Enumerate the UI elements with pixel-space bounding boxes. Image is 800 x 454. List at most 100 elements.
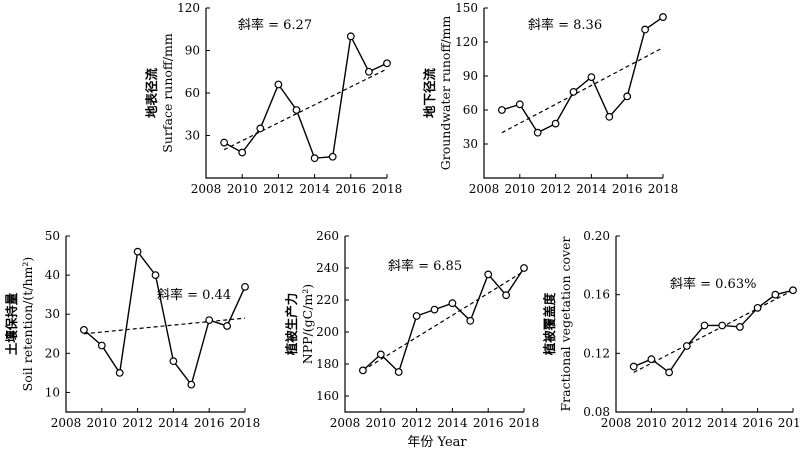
- data-point: [292, 106, 301, 114]
- x-tick-label: 2016: [473, 416, 504, 430]
- y-tick-label: 200: [316, 325, 339, 339]
- x-tick-label: 2012: [672, 416, 703, 430]
- data-point: [365, 67, 373, 76]
- data-point: [515, 100, 524, 109]
- x-tick-label: 2014: [707, 416, 738, 430]
- x-tick-label: 2008: [51, 416, 82, 430]
- y-tick-label: 220: [316, 293, 339, 307]
- chart-soil-retention: 2008 2010 2012 2014 2016 2018 10 20 30 40 50 土壤保持量S…: [4, 229, 260, 430]
- data-point: [346, 32, 355, 41]
- x-tick-label: 2010: [87, 416, 118, 430]
- data-point: [587, 73, 596, 82]
- y-tick-label: 40: [45, 268, 60, 282]
- axis-lines: [205, 8, 387, 179]
- data-point: [700, 321, 709, 330]
- series-line: [501, 16, 664, 134]
- x-tick-label: 2012: [401, 416, 432, 430]
- y-tick-label: 90: [185, 44, 200, 58]
- data-point: [448, 299, 457, 308]
- data-point: [665, 368, 673, 377]
- x-tick-label: 2012: [540, 182, 571, 196]
- trend-line: [362, 270, 525, 371]
- data-point: [641, 25, 649, 34]
- y-axis-label: 地表径流Surface runoff/mm: [144, 33, 175, 153]
- slope-annotation: 斜率 = 0.63%: [670, 276, 756, 292]
- data-point: [789, 286, 797, 295]
- y-tick-label: 0.16: [583, 288, 610, 302]
- y-tick-label: 240: [316, 261, 339, 275]
- y-axis-label-en: Fractional vegetation cover: [558, 236, 573, 411]
- x-tick-label: 2014: [576, 182, 607, 196]
- x-tick-label: 2008: [330, 416, 361, 430]
- data-point: [220, 138, 229, 147]
- y-axis-label: 土壤保持量Soil retention/(t/hm²): [4, 257, 35, 392]
- y-tick-label: 0.20: [583, 229, 610, 243]
- data-point: [115, 368, 124, 377]
- x-tick-label: 2014: [437, 416, 468, 430]
- data-point: [682, 342, 691, 350]
- data-point: [498, 106, 506, 114]
- y-tick-label: 0.12: [583, 346, 610, 360]
- chart-groundwater-runoff: 2008 2010 2012 2014 2016 2018306090120150地下径流…: [422, 1, 678, 196]
- trend-line: [83, 317, 246, 335]
- data-point: [533, 128, 542, 137]
- data-point: [647, 355, 656, 364]
- y-tick-label: 150: [455, 1, 478, 15]
- data-point: [605, 112, 614, 121]
- slope-annotation: 斜率 = 8.36: [528, 17, 602, 33]
- x-tick-label: 2014: [158, 416, 189, 430]
- data-point: [223, 322, 232, 330]
- data-point: [623, 92, 632, 101]
- data-point: [256, 124, 265, 133]
- data-point: [551, 119, 560, 128]
- x-tick-label: 2008: [469, 182, 500, 196]
- y-tick-label: 50: [45, 229, 60, 243]
- data-point: [205, 316, 214, 324]
- x-tick-label: 2016: [612, 182, 643, 196]
- chart-fractional-vegetation-cover: 2008 2010 2012 2014 2016 2018 0.08 0.12 0.16 0.20…: [542, 229, 800, 430]
- data-point: [187, 380, 196, 389]
- y-tick-label: 90: [463, 69, 478, 83]
- y-axis-label-en: NPP/(gC/m²): [300, 284, 315, 364]
- data-point: [133, 247, 142, 256]
- data-point: [412, 312, 421, 320]
- data-point: [169, 357, 178, 366]
- data-point: [502, 291, 511, 300]
- data-point: [569, 87, 578, 96]
- x-tick-label: 2018: [648, 182, 679, 196]
- x-tick-label: 2016: [194, 416, 225, 430]
- slope-annotation: 斜率 = 0.44: [157, 287, 231, 303]
- data-point: [383, 59, 391, 68]
- y-axis-label: 植被生产力NPP/(gC/m²): [284, 284, 315, 364]
- data-point: [151, 271, 160, 280]
- y-tick-label: 160: [316, 389, 339, 403]
- chart-surface-runoff: 2008 2010 2012 2014 2016 2018 30 60 90 120 地表径流Sur…: [144, 1, 402, 196]
- x-tick-label: 2010: [636, 416, 667, 430]
- series-line: [362, 267, 525, 374]
- y-axis-label-cn: 植被覆盖度: [542, 292, 557, 356]
- x-tick-label: 2018: [509, 416, 540, 430]
- y-tick-label: 20: [45, 346, 60, 360]
- data-point: [79, 325, 88, 334]
- data-point: [359, 366, 367, 375]
- trend-line: [223, 68, 388, 151]
- data-point: [736, 323, 744, 331]
- x-tick-label: 2008: [191, 182, 222, 196]
- x-tick-label: 2016: [336, 182, 367, 196]
- data-point: [97, 341, 106, 350]
- data-point: [394, 368, 403, 376]
- y-tick-label: 120: [177, 1, 200, 15]
- data-point: [659, 13, 667, 21]
- y-axis-label-cn: 土壤保持量: [4, 292, 19, 355]
- y-tick-label: 0.08: [583, 405, 610, 419]
- data-point: [274, 80, 283, 89]
- y-axis-label-cn: 地下径流: [422, 68, 437, 119]
- y-tick-label: 30: [45, 307, 60, 321]
- y-tick-label: 260: [316, 229, 339, 243]
- data-point: [238, 148, 247, 157]
- data-point: [718, 321, 727, 330]
- x-tick-label: 2014: [299, 182, 330, 196]
- x-tick-label: 2008: [601, 416, 632, 430]
- chart-panels: 2008 2010 2012 2014 2016 2018306090120地表径流Sur…: [4, 1, 800, 430]
